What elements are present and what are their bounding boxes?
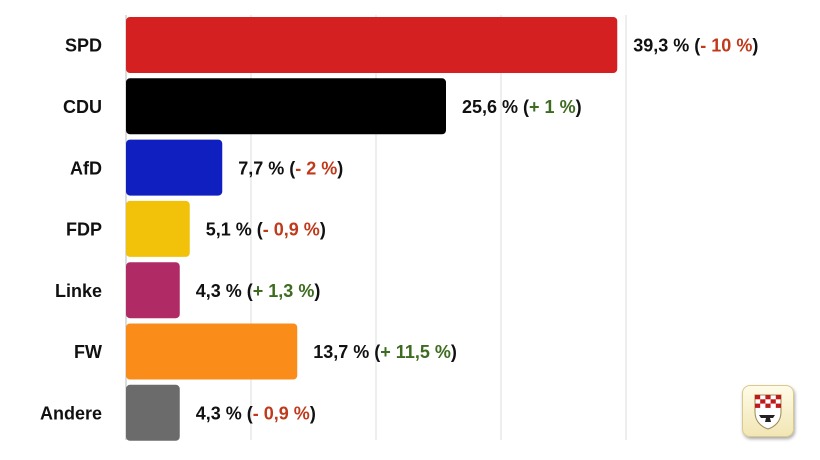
value-percent: 25,6 % ( bbox=[462, 97, 529, 117]
value-label: 25,6 % (+ 1 %) bbox=[462, 97, 582, 117]
bar-fw bbox=[126, 323, 298, 380]
bar-fdp bbox=[126, 200, 190, 257]
category-label: SPD bbox=[65, 36, 102, 56]
coat-of-arms-icon bbox=[754, 394, 782, 430]
labels: SPD 39,3 % (- 10 %) CDU 25,6 % (+ 1 %) AfD 7,… bbox=[40, 36, 758, 424]
bar-cdu bbox=[126, 78, 446, 135]
category-label: CDU bbox=[63, 97, 102, 117]
change-value: - 10 % bbox=[700, 36, 752, 56]
value-label: 39,3 % (- 10 %) bbox=[633, 36, 758, 56]
bars bbox=[126, 17, 618, 441]
paren-close: ) bbox=[337, 158, 343, 178]
value-label: 4,3 % (+ 1,3 %) bbox=[196, 281, 321, 301]
change-value: - 0,9 % bbox=[263, 220, 320, 240]
category-label: Andere bbox=[40, 403, 102, 423]
value-label: 4,3 % (- 0,9 %) bbox=[196, 403, 316, 423]
value-percent: 4,3 % ( bbox=[196, 403, 253, 423]
paren-close: ) bbox=[576, 97, 582, 117]
bar-spd bbox=[126, 17, 618, 73]
value-percent: 39,3 % ( bbox=[633, 36, 700, 56]
paren-close: ) bbox=[314, 281, 320, 301]
category-label: AfD bbox=[70, 158, 102, 178]
bar-linke bbox=[126, 262, 180, 319]
category-label: FW bbox=[74, 342, 102, 362]
bar-afd bbox=[126, 139, 223, 196]
change-value: + 11,5 % bbox=[380, 342, 451, 362]
bar-andere bbox=[126, 384, 180, 441]
change-value: - 0,9 % bbox=[253, 403, 310, 423]
change-value: + 1 % bbox=[529, 97, 576, 117]
value-percent: 5,1 % ( bbox=[206, 220, 263, 240]
value-percent: 13,7 % ( bbox=[313, 342, 380, 362]
paren-close: ) bbox=[320, 220, 326, 240]
value-percent: 7,7 % ( bbox=[238, 158, 295, 178]
value-percent: 4,3 % ( bbox=[196, 281, 253, 301]
value-label: 7,7 % (- 2 %) bbox=[238, 158, 343, 178]
change-value: - 2 % bbox=[295, 158, 337, 178]
paren-close: ) bbox=[451, 342, 457, 362]
paren-close: ) bbox=[752, 36, 758, 56]
category-label: Linke bbox=[55, 281, 102, 301]
category-label: FDP bbox=[66, 220, 102, 240]
value-label: 13,7 % (+ 11,5 %) bbox=[313, 342, 457, 362]
change-value: + 1,3 % bbox=[253, 281, 315, 301]
paren-close: ) bbox=[310, 403, 316, 423]
value-label: 5,1 % (- 0,9 %) bbox=[206, 220, 326, 240]
coat-of-arms-logo bbox=[742, 385, 794, 437]
